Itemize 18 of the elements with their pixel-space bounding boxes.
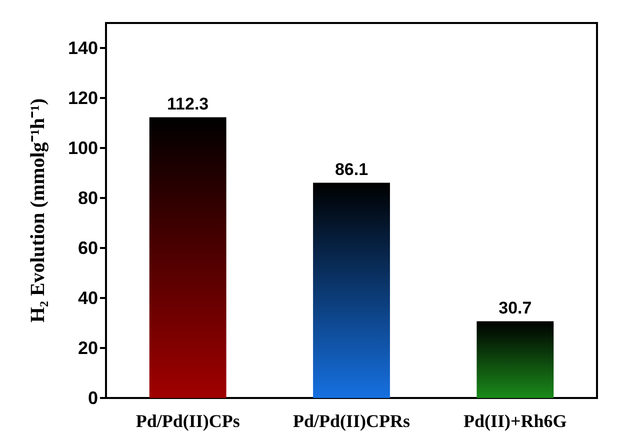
y-tick-label: 80	[78, 188, 98, 208]
data-label: 112.3	[167, 94, 209, 114]
x-tick-label: Pd(II)+Rh6G	[464, 411, 567, 431]
y-tick-label: 0	[88, 388, 98, 408]
y-axis-title: H₂ Evolution (mmolg⁻¹h⁻¹)	[27, 98, 49, 323]
bar	[476, 321, 554, 398]
x-tick-label: Pd/Pd(II)CPs	[136, 411, 240, 431]
y-tick-label: 60	[78, 238, 98, 258]
y-tick-label: 40	[78, 288, 98, 308]
bar	[313, 182, 390, 398]
y-tick-label: 100	[68, 138, 98, 158]
y-tick-label: 120	[68, 88, 98, 108]
y-tick-label: 140	[68, 38, 98, 58]
y-tick-label: 20	[78, 338, 98, 358]
x-tick-label: Pd/Pd(II)CPRs	[292, 411, 410, 431]
bar	[149, 117, 226, 398]
data-label: 86.1	[334, 160, 368, 179]
data-label: 30.7	[498, 298, 532, 318]
